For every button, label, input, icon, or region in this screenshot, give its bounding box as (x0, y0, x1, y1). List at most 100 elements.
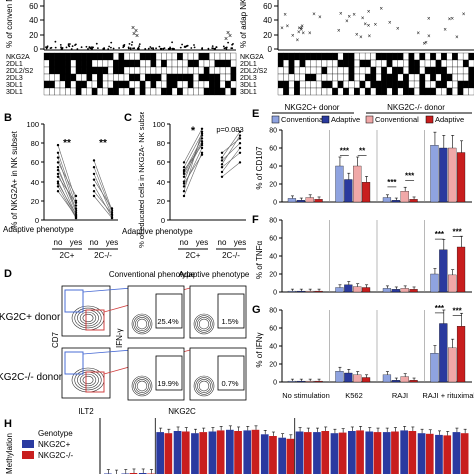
ytick-label: 60 (269, 326, 277, 333)
ytick-label: 40 (269, 164, 277, 171)
panel-a-point (128, 43, 131, 45)
panel-a-grid-cell (441, 73, 447, 82)
panel-a-point (91, 47, 93, 50)
panel-a-grid-cell (225, 73, 231, 82)
panel-a-grid-cell (209, 52, 215, 61)
bar-adaptive (391, 289, 400, 293)
panel-a-grid-cell (225, 87, 231, 96)
panel-c-ytick-1: 80 (157, 139, 165, 148)
panel-a-grid-cell (43, 66, 50, 75)
panel-a-point (107, 48, 110, 50)
panel-a-grid-cell (86, 66, 93, 75)
panel-d-arrow-blue (82, 287, 133, 293)
panel-d-gate-blue (64, 351, 84, 375)
panel-a-grid-cell (187, 66, 194, 75)
paired-line (183, 131, 203, 192)
panel-a-point (181, 43, 184, 46)
panel-a-grid-cell (198, 59, 205, 68)
panel-a-grid-cell (134, 73, 141, 82)
panel-a-grid-cell (59, 59, 66, 68)
panel-a-grid-cell (49, 80, 55, 89)
panel-d-row2: NKG2C-/- donor (0, 372, 63, 383)
panel-a-grid-cell (403, 87, 409, 96)
panel-a-grid-cell (193, 59, 199, 68)
panel-a-grid-cell (70, 66, 77, 75)
paired-point (182, 168, 186, 172)
panel-a-point: × (296, 38, 300, 44)
panel-a-grid-cell (294, 59, 300, 68)
panel-a-point (108, 45, 110, 48)
h-bar-neg (251, 429, 260, 474)
panel-a-point: × (451, 16, 455, 22)
panel-a-grid-cell (315, 87, 322, 96)
paired-point (56, 151, 60, 154)
panel-a-grid-cell (70, 87, 77, 96)
panel-a-point (231, 47, 234, 50)
panel-a-grid-cell (310, 59, 317, 68)
paired-point (110, 211, 114, 214)
panel-a-grid-cell (161, 87, 167, 96)
panel-a-grid-cell (441, 87, 447, 96)
h-bar-neg (216, 430, 225, 474)
contour-line (195, 315, 213, 333)
panel-a-grid-cell (305, 59, 311, 68)
paired-point (220, 151, 224, 154)
panel-a-grid-cell (354, 73, 360, 82)
panel-c-xlabel: Adaptive phenotype (122, 227, 193, 236)
panel-a-point (75, 43, 77, 46)
paired-point (238, 137, 242, 140)
panel-a-grid-cell (177, 66, 183, 75)
panel-a-grid-cell (337, 87, 344, 96)
bar-adaptive (439, 249, 448, 293)
panel-a-grid-cell (441, 66, 447, 75)
panel-a-grid-cell (107, 87, 114, 96)
paired-line (221, 135, 241, 165)
panel-a-grid-cell (155, 80, 162, 89)
panel-a-grid-cell (97, 80, 103, 89)
paired-point (74, 207, 78, 210)
panel-a-grid-cell (381, 66, 387, 75)
panel-a-point: × (337, 29, 341, 35)
panel-a-grid-cell (321, 52, 328, 61)
panel-a-point (212, 47, 214, 50)
panel-a-point: × (417, 31, 421, 37)
panel-a-grid-cell (408, 87, 415, 96)
panel-a-point (138, 43, 141, 45)
panel-a-point (127, 47, 130, 50)
paired-line (57, 162, 77, 197)
ytick-label: 0 (273, 200, 277, 207)
panel-a-grid-cell (430, 87, 436, 96)
bar-conventional (305, 380, 314, 383)
bar-adaptive (439, 323, 448, 383)
panel-a-point: × (345, 19, 349, 25)
panel-d-col-conv-text: Conventional phenotype (109, 270, 196, 279)
contour-line (133, 377, 151, 395)
h-bar-pos (278, 437, 286, 474)
paired-point (74, 214, 78, 218)
panel-e-legend: Conventional Adaptive Conventional Adapt… (271, 115, 464, 124)
panel-a-point (225, 46, 228, 49)
panel-a-grid-cell (315, 73, 322, 82)
panel-a-grid-cell (75, 59, 82, 68)
panel-a-grid-cell (413, 80, 420, 89)
panel-a-grid-cell (413, 73, 420, 82)
panel-a-point: × (396, 27, 400, 33)
paired-point (238, 130, 242, 133)
panel-d-pct-1: 1.5% (221, 317, 238, 326)
panel-a-grid-cell (386, 52, 393, 61)
panel-a-point: × (443, 27, 447, 33)
panel-a-grid-cell (277, 59, 284, 68)
panel-a-grid-cell (468, 87, 474, 96)
panel-a-grid-cell (129, 59, 135, 68)
panel-c-ytick-4: 20 (157, 197, 165, 206)
panel-a-grid-cell (397, 52, 404, 61)
panel-a-grid-cell (364, 66, 371, 75)
panel-a-gene-3: 2DL3 (6, 75, 23, 82)
panel-a-grid-cell (214, 66, 221, 75)
contour-line (136, 380, 148, 392)
panel-a-gene-4: 3DL1 (6, 82, 23, 89)
paired-point (200, 143, 204, 147)
panel-a-point (130, 44, 133, 46)
bar-conventional (382, 197, 392, 203)
panel-a-point: × (286, 24, 290, 30)
